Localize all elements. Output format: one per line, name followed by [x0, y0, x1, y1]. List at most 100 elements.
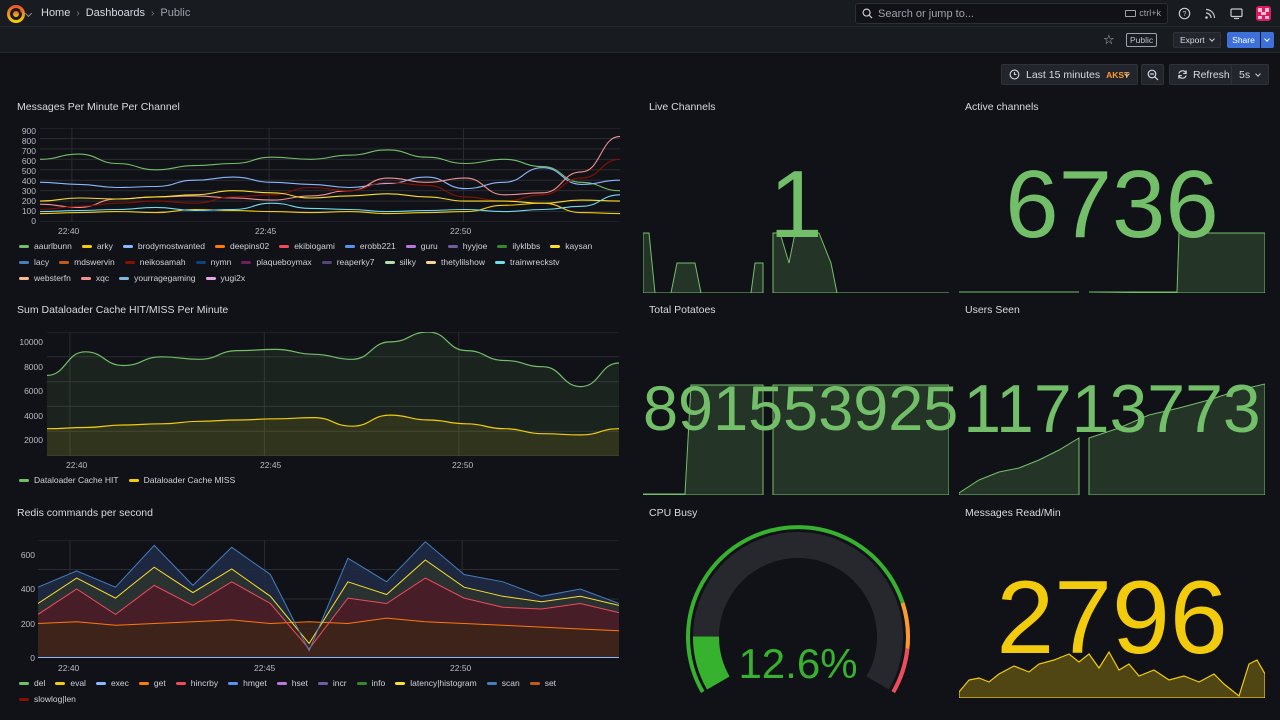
series-line-kaysan[interactable] — [40, 190, 620, 204]
redis-legend-item[interactable]: incr — [317, 675, 347, 691]
dataloader-legend-item[interactable]: Dataloader Cache HIT — [19, 472, 119, 488]
dataloader-legend-item[interactable]: Dataloader Cache MISS — [128, 472, 235, 488]
series-line-neikosamah[interactable] — [40, 158, 620, 211]
series-line-latency|histogram[interactable] — [38, 559, 619, 645]
redis-legend-item[interactable]: del — [19, 675, 45, 691]
series-line-trainwreckstv[interactable] — [40, 194, 620, 213]
messages-legend-item[interactable]: websterfn — [19, 270, 71, 286]
user-avatar[interactable] — [1256, 6, 1271, 21]
search-bar[interactable]: Search or jump to... ctrl+k — [855, 3, 1168, 24]
messages-legend-item[interactable]: lacy — [19, 254, 49, 270]
legend-swatch — [81, 244, 92, 248]
redis-legend-item[interactable]: hincrby — [175, 675, 219, 691]
messages-legend-item[interactable]: thetylilshow — [426, 254, 485, 270]
panel-title-messages-read[interactable]: Messages Read/Min — [965, 507, 1061, 519]
y-tick: 500 — [21, 166, 36, 176]
redis-timeseries-chart[interactable] — [38, 540, 619, 658]
legend-label: plaqueboymax — [256, 257, 312, 267]
series-line-aaurlbunn[interactable] — [40, 149, 620, 192]
refresh-button[interactable]: Refresh 5s — [1169, 64, 1269, 85]
messages-legend-item[interactable]: guru — [405, 238, 438, 254]
legend-swatch — [128, 478, 139, 482]
series-line-Dataloader Cache MISS[interactable] — [47, 414, 619, 436]
legend-label: websterfn — [34, 273, 71, 283]
panel-title-total-potatoes[interactable]: Total Potatoes — [649, 304, 716, 316]
cpu-busy-value: 12.6% — [738, 640, 858, 687]
messages-legend-item[interactable]: mdswervin — [59, 254, 115, 270]
panel-title-redis[interactable]: Redis commands per second — [17, 507, 153, 519]
redis-legend-item[interactable]: get — [138, 675, 166, 691]
time-range-label: Last 15 minutes — [1026, 68, 1101, 81]
share-dropdown-button[interactable] — [1261, 32, 1274, 48]
top-navbar: Home › Dashboards › Public Search or jum… — [0, 0, 1280, 27]
legend-label: hincrby — [190, 678, 219, 688]
legend-swatch — [317, 681, 328, 685]
legend-swatch — [214, 244, 225, 248]
dataloader-timeseries-chart[interactable] — [47, 332, 619, 456]
export-button[interactable]: Export — [1173, 32, 1221, 48]
kiosk-monitor-icon[interactable] — [1230, 7, 1243, 20]
messages-legend-item[interactable]: yourragegaming — [119, 270, 196, 286]
messages-legend-item[interactable]: erobb221 — [344, 238, 396, 254]
series-line-arky[interactable] — [40, 202, 620, 215]
x-tick: 22:45 — [255, 226, 277, 236]
messages-legend-item[interactable]: arky — [81, 238, 113, 254]
zoom-out-button[interactable] — [1141, 64, 1164, 85]
messages-legend-item[interactable]: aaurlbunn — [19, 238, 72, 254]
cpu-busy-gauge — [686, 525, 910, 693]
menu-caret-icon[interactable] — [24, 9, 33, 18]
y-tick: 6000 — [24, 386, 43, 396]
messages-legend-item[interactable]: silky — [384, 254, 416, 270]
messages-legend-item[interactable]: yugi2x — [205, 270, 245, 286]
star-icon[interactable]: ☆ — [1103, 32, 1115, 47]
messages-legend-item[interactable]: deepins02 — [214, 238, 269, 254]
messages-legend-item[interactable]: nymn — [195, 254, 231, 270]
series-line-brodymostwanted[interactable] — [40, 167, 620, 190]
x-tick: 22:45 — [254, 663, 276, 673]
refresh-icon — [1178, 70, 1187, 79]
messages-legend-item[interactable]: kaysan — [550, 238, 592, 254]
redis-legend-item[interactable]: slowlog|len — [19, 691, 76, 707]
redis-legend-item[interactable]: set — [529, 675, 556, 691]
messages-legend-item[interactable]: plaqueboymax — [241, 254, 312, 270]
panel-title-users-seen[interactable]: Users Seen — [965, 304, 1020, 316]
redis-legend-item[interactable]: scan — [486, 675, 520, 691]
redis-legend: del eval exec get hincrby hmget hset incr info la… — [19, 675, 619, 707]
panel-title-cpu-busy[interactable]: CPU Busy — [649, 507, 698, 519]
series-line-Dataloader Cache HIT[interactable] — [47, 332, 619, 388]
messages-timeseries-chart[interactable] — [40, 128, 620, 222]
shortcut-text: ctrl+k — [1139, 8, 1161, 18]
messages-legend-item[interactable]: neikosamah — [124, 254, 186, 270]
legend-swatch — [497, 244, 508, 248]
breadcrumb-home[interactable]: Home — [41, 7, 71, 19]
refresh-interval[interactable]: 5s — [1239, 69, 1251, 81]
grafana-logo-icon[interactable] — [6, 4, 26, 24]
panel-title-messages[interactable]: Messages Per Minute Per Channel — [17, 101, 180, 113]
search-icon — [862, 8, 873, 19]
series-line-hincrby[interactable] — [38, 577, 619, 650]
redis-legend-item[interactable]: info — [356, 675, 385, 691]
series-line-get[interactable] — [38, 617, 619, 632]
panel-title-live-channels[interactable]: Live Channels — [649, 101, 716, 113]
redis-legend-item[interactable]: hset — [276, 675, 308, 691]
messages-legend-item[interactable]: reaperky7 — [321, 254, 375, 270]
messages-legend-item[interactable]: brodymostwanted — [122, 238, 205, 254]
redis-legend-item[interactable]: latency|histogram — [395, 675, 477, 691]
series-line-scan[interactable] — [38, 541, 619, 652]
rss-news-icon[interactable] — [1204, 7, 1217, 20]
panel-title-active-channels[interactable]: Active channels — [965, 101, 1039, 113]
redis-legend-item[interactable]: hmget — [228, 675, 267, 691]
messages-legend-item[interactable]: xqc — [80, 270, 109, 286]
messages-legend-item[interactable]: hyyjoe — [447, 238, 487, 254]
panel-title-dataloader[interactable]: Sum Dataloader Cache HIT/MISS Per Minute — [17, 304, 229, 316]
messages-legend-item[interactable]: ilyklbbs — [497, 238, 540, 254]
y-tick: 100 — [21, 206, 36, 216]
messages-legend-item[interactable]: trainwreckstv — [494, 254, 560, 270]
messages-legend-item[interactable]: ekibiogami — [279, 238, 335, 254]
share-button[interactable]: Share — [1227, 32, 1260, 48]
help-icon[interactable]: ? — [1178, 7, 1191, 20]
time-range-picker[interactable]: Last 15 minutes AKST — [1001, 64, 1138, 85]
redis-legend-item[interactable]: eval — [55, 675, 86, 691]
breadcrumb-dashboards[interactable]: Dashboards — [85, 7, 146, 19]
redis-legend-item[interactable]: exec — [95, 675, 129, 691]
